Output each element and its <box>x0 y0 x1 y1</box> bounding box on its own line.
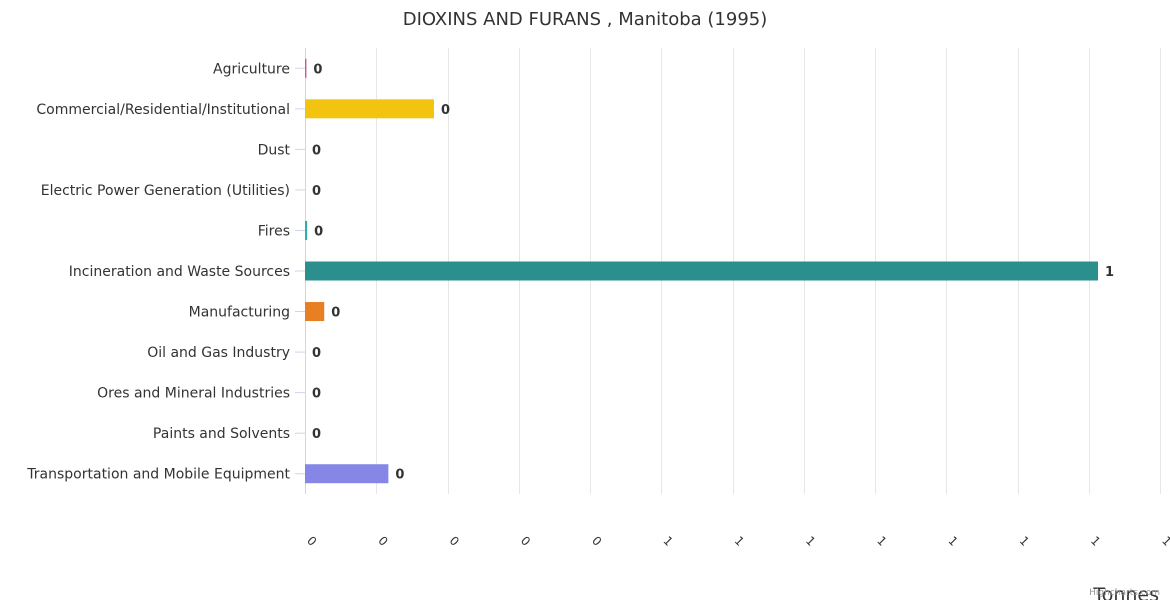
x-tick-label: 0 <box>304 534 319 549</box>
category-label: Oil and Gas Industry <box>147 345 290 361</box>
data-label: 0 <box>312 427 321 442</box>
x-tick-label: 1 <box>660 534 675 549</box>
bar[interactable] <box>305 220 308 240</box>
x-tick-label: 1 <box>1159 534 1170 549</box>
data-label: 0 <box>312 143 321 158</box>
data-label: 0 <box>331 306 340 321</box>
bar[interactable] <box>305 58 307 78</box>
chart-title: DIOXINS AND FURANS , Manitoba (1995) <box>403 9 768 30</box>
category-label: Paints and Solvents <box>153 426 290 442</box>
x-tick-label: 1 <box>803 534 818 549</box>
x-tick-label: 1 <box>945 534 960 549</box>
category-label: Ores and Mineral Industries <box>97 386 290 402</box>
bar-series: 0 0 0 0 0 1 0 0 0 0 0 <box>305 58 1114 484</box>
x-tick-label: 1 <box>1088 534 1103 549</box>
credits-link[interactable]: Highcharts.com <box>1089 588 1160 598</box>
x-tick-label: 0 <box>589 534 604 549</box>
bar[interactable] <box>305 99 434 119</box>
value-axis: 0 0 0 0 0 1 1 1 1 1 1 1 1 <box>304 534 1170 549</box>
category-label: Incineration and Waste Sources <box>69 264 290 280</box>
data-label: 0 <box>395 468 404 483</box>
data-label: 0 <box>441 103 450 118</box>
x-axis-title: Tonnes <box>1092 584 1159 600</box>
x-tick-label: 0 <box>518 534 533 549</box>
x-tick-label: 1 <box>732 534 747 549</box>
bar[interactable] <box>305 302 325 322</box>
x-tick-label: 1 <box>874 534 889 549</box>
data-label: 0 <box>312 346 321 361</box>
data-label: 0 <box>314 224 323 239</box>
category-label: Commercial/Residential/Institutional <box>36 102 290 118</box>
category-label: Dust <box>258 142 291 158</box>
data-label: 1 <box>1105 265 1114 280</box>
category-label: Electric Power Generation (Utilities) <box>41 183 290 199</box>
data-label: 0 <box>313 62 322 77</box>
bar[interactable] <box>305 464 389 484</box>
category-label: Fires <box>258 223 290 239</box>
x-tick-label: 1 <box>1017 534 1032 549</box>
x-tick-label: 0 <box>375 534 390 549</box>
data-label: 0 <box>312 184 321 199</box>
category-label: Manufacturing <box>189 305 290 321</box>
x-tick-label: 0 <box>447 534 462 549</box>
category-label: Agriculture <box>213 61 290 77</box>
data-label: 0 <box>312 387 321 402</box>
category-axis: Agriculture Commercial/Residential/Instit… <box>26 61 305 483</box>
bar[interactable] <box>305 261 1099 281</box>
category-label: Transportation and Mobile Equipment <box>26 467 290 483</box>
